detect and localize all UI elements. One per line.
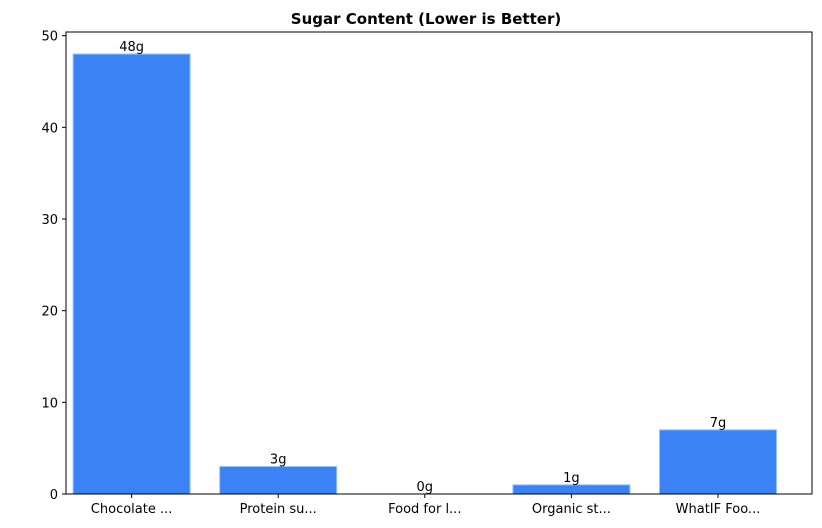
x-axis: Chocolate ... Protein su... Food for l... O… [91, 494, 761, 517]
y-axis: 0 10 20 30 40 50 [41, 30, 66, 503]
chart-title: Sugar Content (Lower is Better) [291, 10, 561, 28]
bar-4 [512, 484, 631, 495]
x-tick-label-4: Organic st... [532, 502, 611, 517]
data-label-5: 7g [710, 416, 727, 431]
x-tick-label-5: WhatIF Foo... [676, 502, 761, 517]
y-tick-label-30: 30 [41, 213, 58, 228]
x-tick-label-1: Chocolate ... [91, 502, 173, 517]
plot-frame [65, 31, 813, 495]
data-labels-group: 48g 3g 0g 1g 7g [119, 40, 726, 495]
data-label-3: 0g [417, 480, 434, 495]
y-tick-label-10: 10 [41, 396, 58, 411]
x-tick-label-3: Food for l... [388, 502, 461, 517]
data-label-1: 48g [119, 40, 144, 55]
y-tick-label-0: 0 [50, 488, 58, 503]
bar-5 [659, 429, 777, 495]
bars-group [72, 53, 777, 495]
x-tick-label-2: Protein su... [240, 502, 317, 517]
y-tick-label-40: 40 [41, 121, 58, 136]
y-tick-label-20: 20 [41, 305, 58, 320]
bar-2 [219, 466, 338, 495]
data-label-4: 1g [563, 471, 580, 486]
data-label-2: 3g [270, 453, 287, 468]
bar-1 [72, 53, 191, 495]
y-tick-label-50: 50 [41, 30, 58, 45]
